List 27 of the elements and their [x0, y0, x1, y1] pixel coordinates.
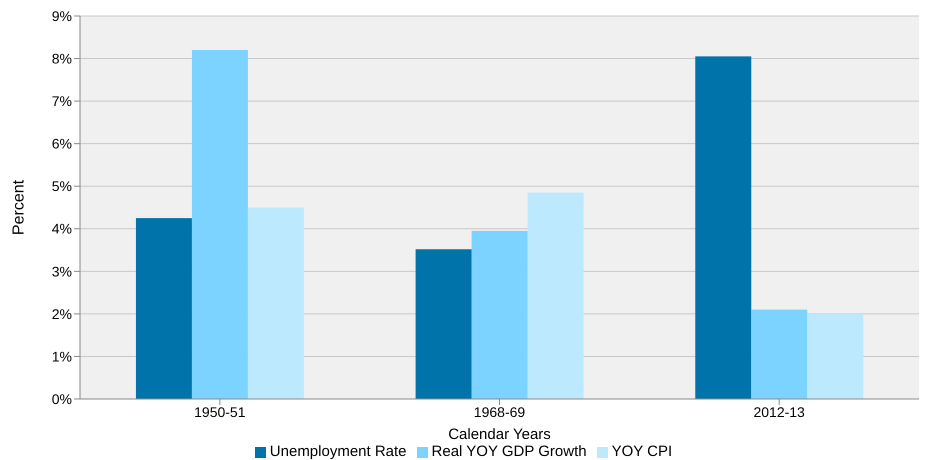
bar [248, 208, 304, 399]
legend-label: YOY CPI [612, 443, 672, 460]
x-tick-label: 1950-51 [194, 404, 246, 420]
y-tick-label: 6% [52, 136, 72, 152]
bar [807, 314, 864, 399]
x-tick-label: 1968-69 [474, 404, 526, 420]
y-tick-label: 4% [52, 220, 72, 237]
x-tick-label: 2012-13 [753, 404, 806, 420]
y-tick-label: 0% [52, 390, 72, 407]
bar [192, 50, 248, 399]
bar [751, 310, 808, 399]
y-tick-label: 7% [52, 93, 72, 110]
bar [136, 218, 192, 399]
y-tick-label: 8% [52, 50, 72, 67]
legend-label: Real YOY GDP Growth [432, 443, 587, 460]
bar [416, 249, 472, 399]
y-tick-label: 2% [52, 306, 72, 322]
y-tick-label: 9% [52, 8, 72, 24]
y-tick-label: 3% [52, 263, 72, 280]
bar [695, 56, 752, 399]
legend-label: Unemployment Rate [270, 443, 407, 460]
x-axis-title: Calendar Years [448, 426, 551, 443]
bar [472, 230, 528, 399]
y-tick-label: 5% [52, 178, 72, 194]
bar [528, 192, 584, 399]
y-axis-title: Percent [10, 179, 28, 236]
y-tick-label: 1% [52, 348, 72, 364]
